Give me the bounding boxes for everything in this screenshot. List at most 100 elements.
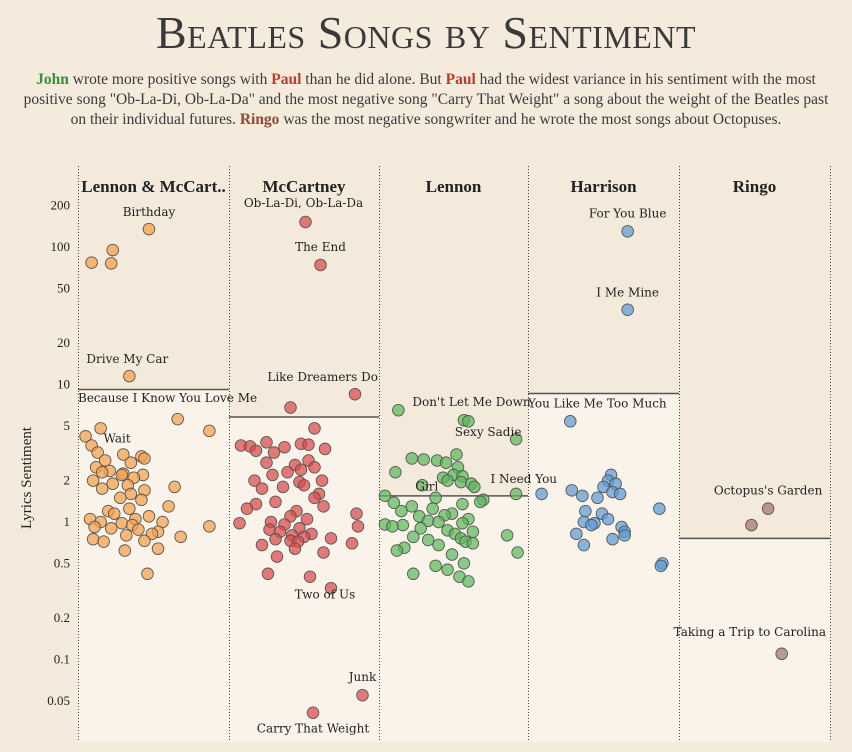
data-point xyxy=(269,532,282,546)
song-label: Sexy Sadie xyxy=(455,425,522,439)
y-tick-label: 100 xyxy=(51,239,71,254)
song-label: Don't Let Me Down xyxy=(412,395,531,409)
data-point xyxy=(511,546,524,559)
data-point xyxy=(86,474,100,487)
data-point xyxy=(138,534,151,548)
data-point xyxy=(468,480,481,494)
data-point xyxy=(135,493,148,507)
song-label: Junk xyxy=(347,670,377,684)
data-point xyxy=(462,415,475,428)
data-point xyxy=(233,516,246,530)
column-upper-shade xyxy=(679,172,830,539)
data-point xyxy=(348,387,362,401)
column-upper-shade xyxy=(78,172,229,390)
data-point xyxy=(95,482,109,495)
data-point xyxy=(203,424,216,438)
data-point xyxy=(474,495,487,509)
y-tick-label: 0.2 xyxy=(54,610,70,625)
group-title: Ringo xyxy=(733,177,776,196)
data-point xyxy=(142,510,156,523)
song-label: The End xyxy=(295,240,346,254)
data-point xyxy=(260,456,273,469)
y-tick-label: 5 xyxy=(64,418,71,433)
subtitle-text-1: wrote more positive songs with xyxy=(68,71,272,88)
data-point xyxy=(97,535,110,548)
data-point xyxy=(405,452,419,465)
data-point xyxy=(294,463,308,476)
data-point xyxy=(570,527,583,541)
data-point xyxy=(104,522,118,535)
data-point xyxy=(297,479,311,492)
y-tick-label: 1 xyxy=(64,514,71,529)
data-point xyxy=(94,422,107,435)
data-point xyxy=(132,523,145,536)
data-point xyxy=(618,529,631,542)
data-point xyxy=(414,522,427,535)
data-point xyxy=(118,544,132,557)
data-point xyxy=(142,222,156,236)
data-point xyxy=(378,489,392,503)
data-point xyxy=(123,502,136,515)
data-point xyxy=(117,448,130,461)
data-point xyxy=(456,516,469,530)
data-point xyxy=(509,487,523,501)
song-label: Girl xyxy=(415,479,438,493)
data-point xyxy=(306,706,320,719)
song-label: Two of Us xyxy=(295,588,356,602)
group-title: McCartney xyxy=(262,177,346,196)
data-point xyxy=(439,456,453,469)
song-label: I Me Mine xyxy=(596,286,659,300)
data-point xyxy=(302,438,315,451)
data-point xyxy=(240,502,254,515)
data-point xyxy=(123,369,136,383)
data-point xyxy=(107,507,121,520)
subtitle-paul-2: Paul xyxy=(445,71,476,88)
data-point xyxy=(761,502,775,515)
data-point xyxy=(462,575,475,588)
data-point xyxy=(454,475,468,489)
data-point xyxy=(318,442,332,456)
data-point xyxy=(576,489,589,503)
data-point xyxy=(303,570,317,583)
data-point xyxy=(654,559,668,573)
column-upper-shade xyxy=(379,172,528,496)
subtitle-paul: Paul xyxy=(271,71,302,88)
data-point xyxy=(565,484,579,497)
data-point xyxy=(653,502,666,515)
data-point xyxy=(308,491,321,505)
song-label: Drive My Car xyxy=(86,352,168,366)
data-point xyxy=(429,491,442,505)
data-point xyxy=(457,557,471,570)
data-point xyxy=(324,581,338,595)
data-point xyxy=(281,466,294,479)
y-tick-label: 50 xyxy=(57,280,70,295)
column-upper-shade xyxy=(229,172,379,418)
data-point xyxy=(288,542,302,555)
data-point xyxy=(405,500,419,513)
y-tick-label: 0.1 xyxy=(54,652,70,667)
data-point xyxy=(276,480,290,494)
data-point xyxy=(98,454,112,467)
data-point xyxy=(432,515,445,529)
data-point xyxy=(351,520,365,533)
song-label: Octopus's Garden xyxy=(714,484,823,498)
data-point xyxy=(115,516,129,530)
data-point xyxy=(564,415,577,428)
data-point xyxy=(106,243,119,257)
data-point xyxy=(356,688,369,702)
data-point xyxy=(86,532,100,546)
y-tick-label: 2 xyxy=(64,473,71,488)
data-point xyxy=(407,567,420,581)
subtitle-text-3: had the widest variance in his sentiment… xyxy=(23,71,829,128)
song-label: I Need You xyxy=(490,472,557,486)
data-point xyxy=(579,504,592,518)
data-point xyxy=(585,518,598,532)
data-point xyxy=(350,507,363,520)
data-point xyxy=(577,538,591,552)
data-point xyxy=(441,563,454,576)
data-point xyxy=(621,303,634,316)
data-point xyxy=(317,546,330,559)
data-point xyxy=(138,452,151,465)
data-point xyxy=(168,480,181,494)
